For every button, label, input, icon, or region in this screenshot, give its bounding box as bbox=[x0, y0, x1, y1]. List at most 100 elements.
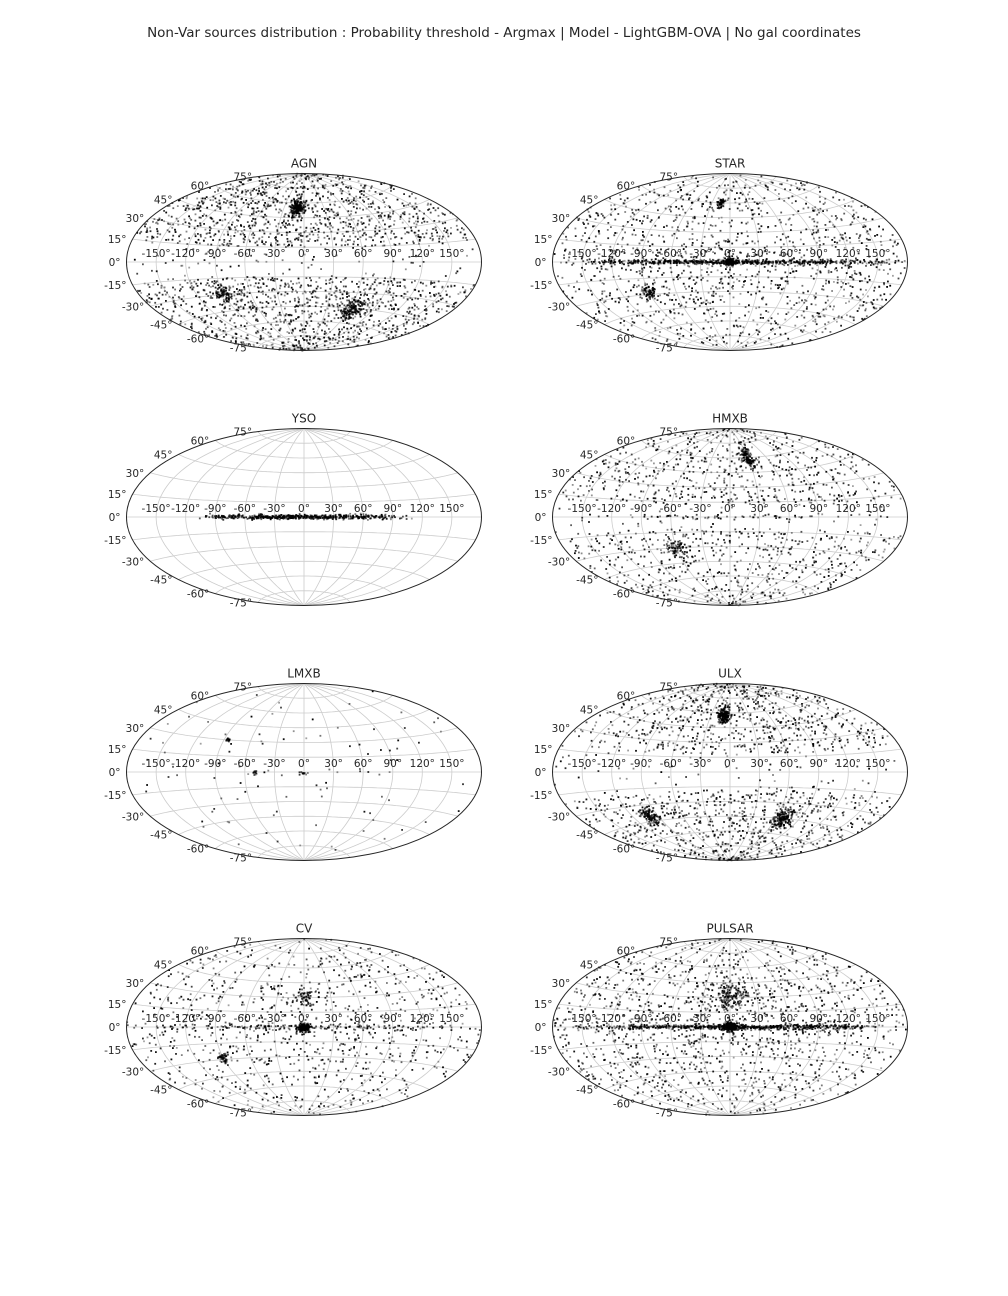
lat-tick-label: 30° bbox=[552, 978, 571, 990]
lat-tick-label: -75° bbox=[230, 598, 252, 610]
parallel-gridline bbox=[150, 801, 458, 817]
map-frame bbox=[552, 428, 908, 606]
lat-tick-label: -15° bbox=[104, 790, 126, 802]
lon-tick-label: -90° bbox=[630, 248, 652, 260]
lon-tick-label: 60° bbox=[354, 758, 373, 770]
lon-tick-label: -120° bbox=[171, 503, 200, 515]
parallel-gridline bbox=[604, 1070, 856, 1090]
scatter-points bbox=[554, 428, 902, 607]
lon-tick-label: -90° bbox=[204, 503, 226, 515]
lat-tick-label: -75° bbox=[656, 343, 678, 355]
lat-tick-label: 75° bbox=[659, 172, 678, 184]
lon-tick-label: 90° bbox=[383, 248, 402, 260]
panel-title: ULX bbox=[718, 667, 742, 681]
lon-tick-label: 120° bbox=[836, 248, 861, 260]
sky-map-ulx: ULX -150° -120° -90° -60° -30° 0° 30° 60° 90° 120°… bbox=[530, 667, 908, 865]
parallel-gridline bbox=[178, 454, 430, 474]
lon-tick-label: -90° bbox=[204, 1013, 226, 1025]
parallel-gridline bbox=[132, 786, 476, 796]
lat-tick-label: 45° bbox=[154, 704, 173, 716]
parallel-gridline bbox=[558, 276, 902, 286]
parallel-gridline bbox=[641, 320, 820, 339]
lon-tick-label: 150° bbox=[439, 758, 464, 770]
lon-tick-label: 150° bbox=[865, 1013, 890, 1025]
lon-tick-label: -150° bbox=[142, 248, 171, 260]
lat-tick-label: 0° bbox=[535, 257, 547, 269]
lon-tick-label: 150° bbox=[439, 503, 464, 515]
lon-tick-label: -120° bbox=[597, 248, 626, 260]
lon-tick-label: -60° bbox=[234, 1013, 256, 1025]
lat-tick-label: -30° bbox=[122, 1066, 144, 1078]
lon-tick-label: -90° bbox=[204, 248, 226, 260]
panel-title: STAR bbox=[715, 157, 746, 171]
lat-tick-label: 45° bbox=[154, 959, 173, 971]
parallel-gridline bbox=[215, 695, 394, 714]
lon-tick-label: -30° bbox=[689, 503, 711, 515]
lon-tick-label: 120° bbox=[836, 1013, 861, 1025]
lat-tick-label: 15° bbox=[108, 234, 127, 246]
lat-tick-label: 0° bbox=[535, 767, 547, 779]
parallel-gridline bbox=[576, 727, 884, 743]
scatter-points bbox=[126, 938, 481, 1116]
parallel-gridline bbox=[604, 815, 856, 835]
lon-tick-label: 90° bbox=[383, 758, 402, 770]
parallel-gridline bbox=[150, 472, 458, 488]
lat-tick-label: 60° bbox=[617, 180, 636, 192]
lon-tick-label: -60° bbox=[234, 503, 256, 515]
lat-tick-label: 60° bbox=[617, 690, 636, 702]
parallel-gridline bbox=[215, 950, 394, 969]
parallel-gridline bbox=[558, 1041, 902, 1051]
scatter-points bbox=[553, 682, 896, 862]
lon-tick-label: -60° bbox=[660, 248, 682, 260]
lat-tick-label: -30° bbox=[548, 556, 570, 568]
sky-map-yso: YSO -150° -120° -90° -60° -30° 0° 30° 60° 90° 120°… bbox=[104, 412, 482, 610]
parallel-gridline bbox=[683, 176, 777, 189]
lat-tick-label: -75° bbox=[230, 1108, 252, 1120]
panel-title: YSO bbox=[291, 412, 316, 426]
lat-tick-label: -75° bbox=[656, 598, 678, 610]
parallel-gridline bbox=[132, 1003, 476, 1013]
parallel-gridline bbox=[604, 560, 856, 580]
lat-tick-label: 15° bbox=[534, 234, 553, 246]
lat-tick-label: 30° bbox=[552, 468, 571, 480]
parallel-gridline bbox=[604, 964, 856, 984]
parallel-gridline bbox=[558, 493, 902, 503]
lat-tick-label: -15° bbox=[530, 535, 552, 547]
parallel-gridline bbox=[683, 1100, 777, 1113]
lon-tick-label: 0° bbox=[724, 758, 736, 770]
parallel-gridline bbox=[576, 217, 884, 233]
lon-tick-label: -30° bbox=[689, 1013, 711, 1025]
parallel-gridline bbox=[257, 431, 351, 444]
lat-tick-label: -60° bbox=[187, 589, 209, 601]
parallel-gridline bbox=[558, 1003, 902, 1013]
parallel-gridline bbox=[150, 727, 458, 743]
parallel-gridline bbox=[132, 748, 476, 758]
lon-tick-label: 150° bbox=[865, 503, 890, 515]
lon-tick-label: 30° bbox=[750, 1013, 769, 1025]
parallel-gridline bbox=[178, 199, 430, 219]
lon-tick-label: 60° bbox=[780, 503, 799, 515]
sky-map-star: STAR -150° -120° -90° -60° -30° 0° 30° 60° 90° 120… bbox=[530, 157, 908, 355]
lat-tick-label: -45° bbox=[576, 320, 598, 332]
scatter-points bbox=[553, 174, 906, 349]
lon-tick-label: 60° bbox=[354, 503, 373, 515]
lat-tick-label: 0° bbox=[535, 512, 547, 524]
lat-tick-label: 45° bbox=[580, 959, 599, 971]
lon-tick-label: -60° bbox=[660, 503, 682, 515]
lat-tick-label: 30° bbox=[126, 468, 145, 480]
lat-tick-label: -45° bbox=[150, 320, 172, 332]
sky-map-agn: AGN -150° -120° -90° -60° -30° 0° 30° 60° 90° 120°… bbox=[104, 157, 482, 355]
lon-tick-label: 60° bbox=[354, 1013, 373, 1025]
lon-tick-label: 150° bbox=[865, 248, 890, 260]
lon-tick-label: 0° bbox=[298, 758, 310, 770]
lat-tick-label: 0° bbox=[109, 512, 121, 524]
map-frame bbox=[126, 938, 482, 1116]
lat-tick-label: 0° bbox=[109, 1022, 121, 1034]
lon-tick-label: -120° bbox=[597, 503, 626, 515]
lat-tick-label: 30° bbox=[552, 213, 571, 225]
map-frame bbox=[126, 683, 482, 861]
parallel-gridline bbox=[576, 291, 884, 307]
lat-tick-label: -30° bbox=[548, 1066, 570, 1078]
sky-map-pulsar: PULSAR -150° -120° -90° -60° -30° 0° 30° 60° 90° 1… bbox=[530, 922, 908, 1120]
lon-tick-label: -90° bbox=[204, 758, 226, 770]
